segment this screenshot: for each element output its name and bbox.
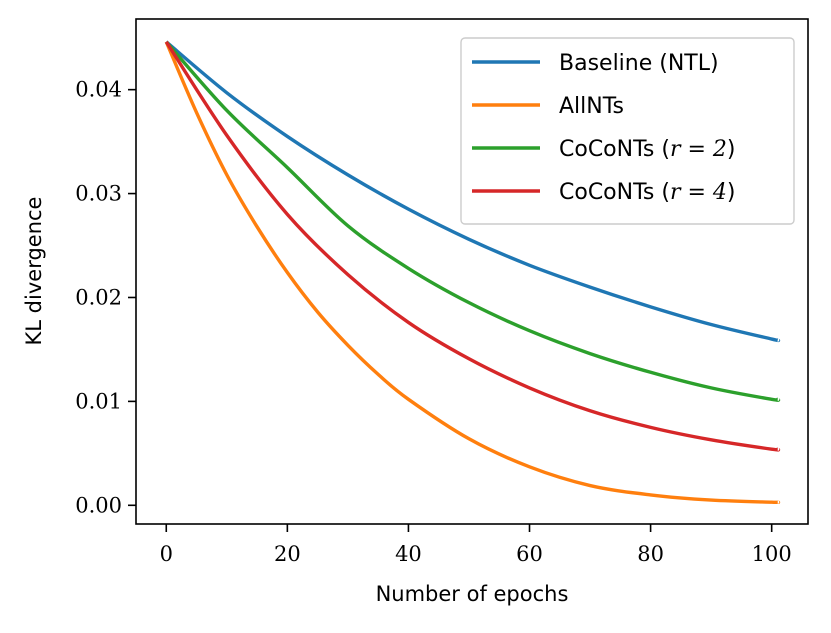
- x-axis-ticks: 0 20 40 60 80 100: [160, 524, 792, 566]
- x-tick-label: 40: [395, 542, 422, 566]
- y-tick-label: 0.02: [75, 285, 122, 309]
- series-line-3: [164, 40, 781, 452]
- x-tick-label: 0: [160, 542, 173, 566]
- y-tick-label: 0.01: [75, 389, 122, 413]
- plot-lines: [164, 40, 781, 505]
- x-tick-label: 80: [637, 542, 664, 566]
- x-tick-label: 20: [274, 542, 301, 566]
- y-tick-label: 0.03: [75, 182, 122, 206]
- legend-label: CoCoNTs (r = 4): [559, 180, 735, 205]
- plot-frame: [135, 18, 809, 525]
- legend-label: CoCoNTs (r = 2): [559, 137, 735, 162]
- legend: Baseline (NTL) AllNTs CoCoNTs (r = 2) CoCoN…: [460, 37, 795, 225]
- legend-label: AllNTs: [559, 94, 624, 119]
- y-tick-label: 0.00: [75, 493, 122, 517]
- y-axis-label: KL divergence: [22, 197, 46, 346]
- x-tick-label: 100: [752, 542, 792, 566]
- legend-frame: [460, 37, 795, 225]
- series-line-1: [164, 41, 781, 505]
- x-tick-label: 60: [516, 542, 543, 566]
- series-line-2: [164, 40, 781, 402]
- y-axis-ticks: 0.00 0.01 0.02 0.03 0.04: [75, 78, 136, 517]
- series-line-0: [165, 40, 781, 343]
- legend-label: Baseline (NTL): [559, 51, 719, 76]
- x-axis-label: Number of epochs: [376, 582, 569, 606]
- y-tick-label: 0.04: [75, 78, 122, 102]
